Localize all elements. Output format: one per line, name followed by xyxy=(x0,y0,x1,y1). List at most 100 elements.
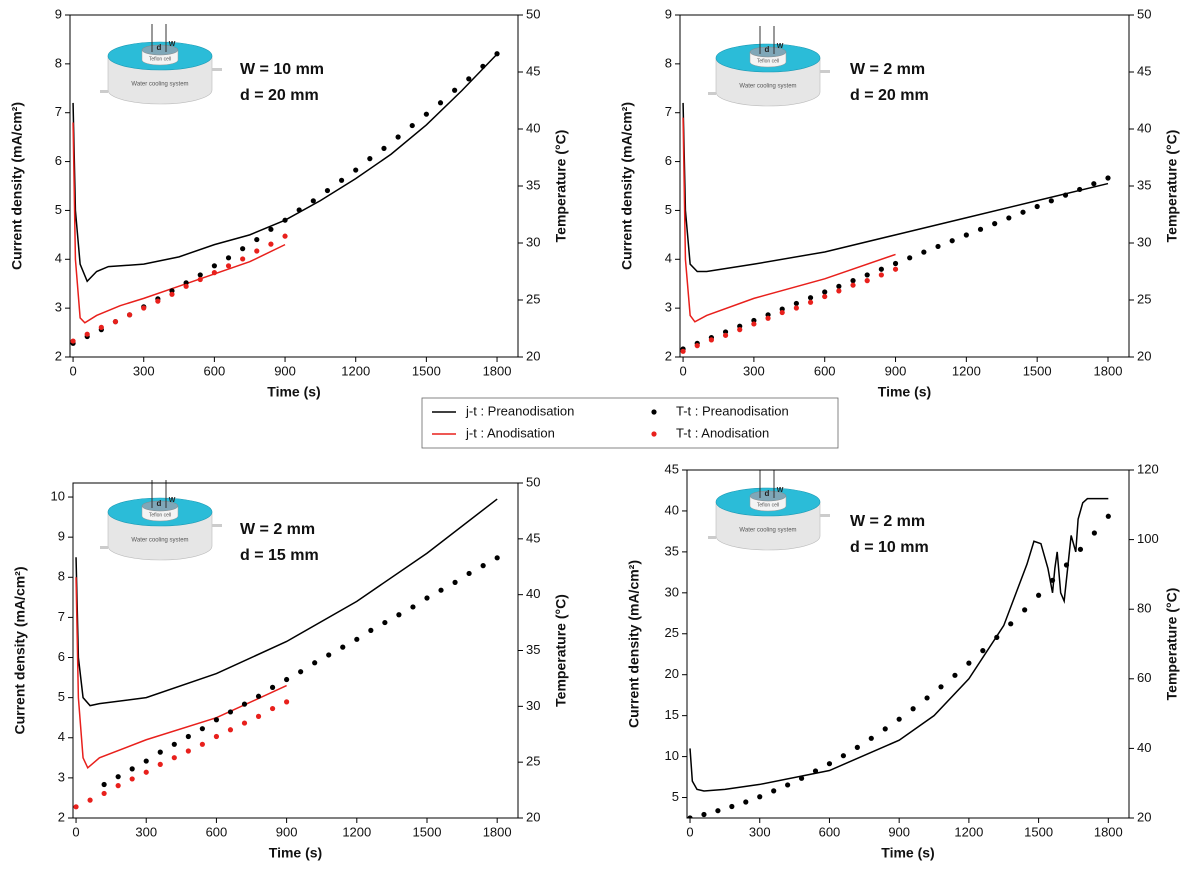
data-point xyxy=(155,298,161,304)
data-point xyxy=(1105,513,1111,519)
y2-tick-label: 20 xyxy=(1137,348,1151,363)
y-tick-label: 5 xyxy=(665,202,672,217)
data-point xyxy=(240,246,246,252)
x-tick-label: 0 xyxy=(686,824,693,839)
inset-label: d xyxy=(157,43,162,52)
data-point xyxy=(312,660,318,666)
data-point xyxy=(1036,592,1042,598)
y-tick-label: 3 xyxy=(55,300,62,315)
data-point xyxy=(708,337,714,343)
inset-label: Teflon cell xyxy=(757,58,779,64)
x-axis-label: Time (s) xyxy=(881,845,934,861)
data-point xyxy=(284,699,290,705)
y-tick-label: 8 xyxy=(665,55,672,70)
data-point xyxy=(213,717,220,723)
data-point xyxy=(1063,562,1070,568)
data-point xyxy=(771,788,777,794)
data-point xyxy=(115,783,121,789)
y-tick-label: 20 xyxy=(665,666,679,681)
data-point xyxy=(197,272,203,278)
data-point xyxy=(687,815,693,818)
data-point xyxy=(882,726,888,732)
data-point xyxy=(715,808,721,814)
y2-tick-label: 50 xyxy=(1137,6,1151,21)
data-point xyxy=(850,282,856,288)
inset-cell-top xyxy=(141,500,179,512)
x-tick-label: 600 xyxy=(206,824,228,839)
data-point xyxy=(367,156,373,162)
data-point xyxy=(409,122,415,129)
x-tick-label: 600 xyxy=(204,363,226,378)
data-point xyxy=(980,648,986,654)
data-point xyxy=(241,720,248,726)
data-point xyxy=(254,236,260,243)
data-point xyxy=(255,693,262,699)
y-tick-label: 7 xyxy=(665,104,672,119)
data-point xyxy=(424,595,430,601)
data-point xyxy=(836,283,842,289)
x-tick-label: 1500 xyxy=(1023,363,1052,378)
x-tick-label: 900 xyxy=(276,824,298,839)
y2-tick-label: 25 xyxy=(526,291,540,306)
data-point xyxy=(112,319,119,325)
x-tick-label: 300 xyxy=(135,824,157,839)
data-point xyxy=(779,309,785,316)
y-tick-label: 35 xyxy=(665,543,679,558)
data-point xyxy=(1008,621,1014,627)
data-point xyxy=(227,709,234,715)
y2-tick-label: 35 xyxy=(526,642,540,657)
inset-label: d xyxy=(157,499,162,508)
y2-tick-label: 45 xyxy=(526,63,540,78)
data-point xyxy=(338,177,345,183)
data-point xyxy=(807,299,814,305)
inset-pipe xyxy=(708,536,716,539)
y2-tick-label: 45 xyxy=(526,530,540,545)
y2-tick-label: 30 xyxy=(1137,234,1151,249)
data-point xyxy=(864,272,870,278)
data-point xyxy=(836,288,842,294)
inset-label: W xyxy=(169,497,176,504)
data-point xyxy=(892,266,899,272)
y-axis-label: Current density (mA/cm²) xyxy=(619,102,635,270)
y2-tick-label: 20 xyxy=(1137,809,1151,824)
data-point xyxy=(1034,203,1040,210)
inset-cell-top xyxy=(141,44,179,56)
y2-tick-label: 45 xyxy=(1137,63,1151,78)
annotation: W = 2 mm xyxy=(850,61,925,78)
y-tick-label: 9 xyxy=(58,529,65,544)
data-point xyxy=(1049,577,1056,583)
y2-tick-label: 30 xyxy=(526,698,540,713)
y-tick-label: 25 xyxy=(665,625,679,640)
x-tick-label: 1500 xyxy=(412,363,441,378)
data-line xyxy=(682,117,896,323)
y-tick-label: 4 xyxy=(665,251,672,266)
y-tick-label: 5 xyxy=(58,689,65,704)
data-point xyxy=(340,644,346,650)
x-tick-label: 0 xyxy=(679,363,686,378)
data-point xyxy=(812,768,819,774)
inset-label: Teflon cell xyxy=(149,512,171,518)
data-point xyxy=(381,145,387,151)
data-point xyxy=(1105,175,1111,181)
data-point xyxy=(1048,198,1054,204)
x-tick-label: 600 xyxy=(814,363,836,378)
data-line xyxy=(682,102,1109,273)
data-point xyxy=(822,293,828,300)
data-point xyxy=(452,87,458,93)
plot-frame xyxy=(686,469,1130,819)
data-point xyxy=(268,226,274,232)
data-point xyxy=(101,781,107,788)
data-point xyxy=(199,741,205,747)
legend-label: T-t : Preanodisation xyxy=(676,403,789,418)
inset-label: Teflon cell xyxy=(757,502,779,508)
data-point xyxy=(211,263,217,269)
inset-diagram: d W Teflon cell Water cooling system xyxy=(100,480,222,561)
data-point xyxy=(98,324,104,330)
data-point xyxy=(949,238,955,244)
y2-tick-label: 40 xyxy=(1137,740,1151,755)
data-point xyxy=(892,260,899,267)
data-point xyxy=(1077,546,1084,552)
data-point xyxy=(1077,186,1083,193)
y2-axis-label: Temperature (°C) xyxy=(553,594,569,707)
